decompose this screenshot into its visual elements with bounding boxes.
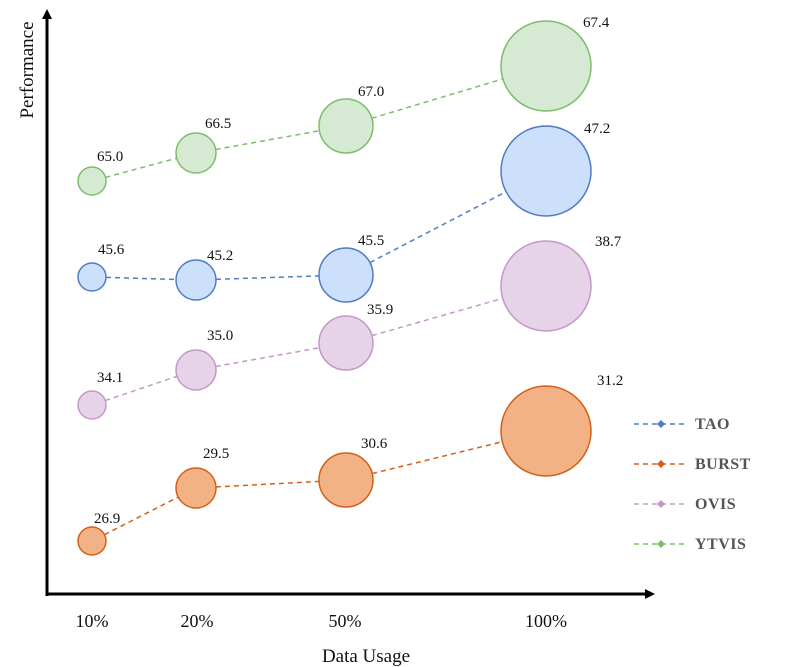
- bubble-burst-20pct: [175, 467, 217, 509]
- data-label-tao-20: 45.2: [207, 248, 233, 264]
- legend-diamond-ytvis: [657, 540, 665, 548]
- bubble-tao-100pct: [500, 125, 592, 217]
- x-tick-label: 20%: [181, 611, 214, 631]
- y-axis-title: Performance: [17, 21, 38, 118]
- connector-tao: [369, 191, 507, 264]
- connector-ytvis: [105, 157, 177, 179]
- data-label-ovis-20: 35.0: [207, 328, 233, 344]
- bubble-ytvis-20pct: [175, 132, 217, 174]
- bubble-burst-50pct: [318, 452, 374, 508]
- connector-burst: [215, 480, 320, 488]
- data-label-burst-50: 30.6: [361, 436, 388, 452]
- connector-tao: [105, 276, 177, 281]
- bubble-ovis-10pct: [77, 390, 107, 420]
- bubble-ovis-20pct: [175, 349, 217, 391]
- bubble-burst-100pct: [500, 385, 592, 477]
- bubble-tao-10pct: [77, 262, 107, 292]
- data-label-tao-50: 45.5: [358, 233, 384, 249]
- connector-ovis: [105, 375, 178, 402]
- legend-label-ovis: OVIS: [695, 496, 736, 513]
- data-label-ovis-100: 38.7: [595, 234, 622, 250]
- connector-burst: [104, 496, 179, 536]
- x-tick-label: 10%: [76, 611, 109, 631]
- connector-ytvis: [215, 130, 320, 151]
- connector-ovis: [215, 347, 320, 368]
- legend-diamond-tao: [657, 420, 665, 428]
- bubble-tao-50pct: [318, 247, 374, 303]
- series-tao: [77, 125, 592, 303]
- connector-ovis: [371, 297, 503, 337]
- x-tick-label: 100%: [525, 611, 567, 631]
- bubble-ovis-100pct: [500, 240, 592, 332]
- bubble-ytvis-50pct: [318, 98, 374, 154]
- data-label-ytvis-20: 66.5: [205, 116, 231, 132]
- x-axis-title: Data Usage: [322, 646, 410, 667]
- legend-label-burst: BURST: [695, 456, 751, 473]
- data-label-tao-10: 45.6: [98, 242, 125, 258]
- data-label-burst-100: 31.2: [597, 373, 623, 389]
- data-label-tao-100: 47.2: [584, 121, 610, 137]
- data-label-ovis-10: 34.1: [97, 370, 123, 386]
- data-label-ytvis-100: 67.4: [583, 15, 610, 31]
- x-tick-label: 50%: [329, 611, 362, 631]
- data-label-ytvis-10: 65.0: [97, 149, 123, 165]
- connector-tao: [215, 275, 320, 281]
- data-label-burst-20: 29.5: [203, 446, 229, 462]
- bubble-ytvis-10pct: [77, 166, 107, 196]
- bubble-ytvis-100pct: [500, 20, 592, 112]
- legend-label-tao: TAO: [695, 416, 730, 433]
- data-label-ovis-50: 35.9: [367, 302, 393, 318]
- data-label-burst-10: 26.9: [94, 511, 120, 527]
- bubble-burst-10pct: [77, 526, 107, 556]
- series-burst: [77, 385, 592, 556]
- bubble-ovis-50pct: [318, 315, 374, 371]
- series-ytvis: [77, 20, 592, 196]
- legend-diamond-ovis: [657, 500, 665, 508]
- legend-diamond-burst: [657, 460, 665, 468]
- legend-label-ytvis: YTVIS: [695, 536, 746, 553]
- series-ovis: [77, 240, 592, 420]
- connector-ytvis: [371, 78, 504, 119]
- data-label-ytvis-50: 67.0: [358, 84, 384, 100]
- connector-burst: [372, 440, 503, 475]
- legend: TAO BURST OVIS YTVIS: [634, 416, 751, 553]
- bubble-tao-20pct: [175, 259, 217, 301]
